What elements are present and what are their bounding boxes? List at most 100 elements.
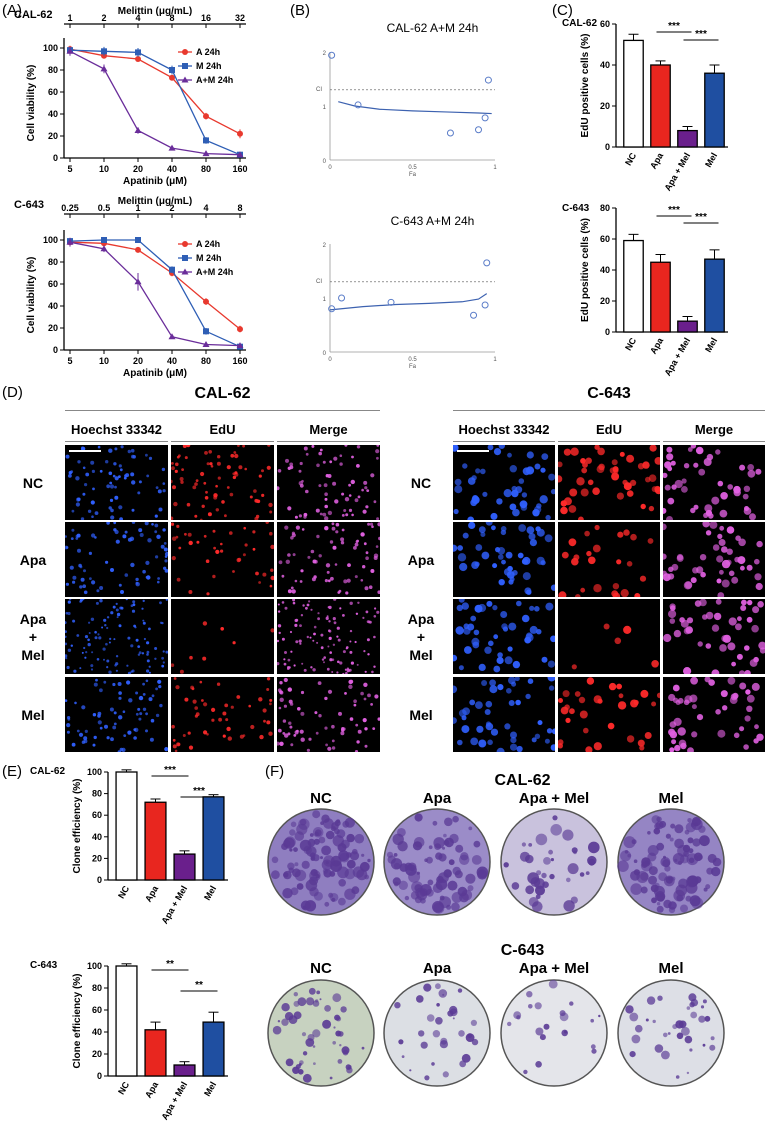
y-tick-label: 0 <box>323 351 327 357</box>
category-label: NC <box>116 884 131 901</box>
point-A+M 24h <box>134 278 142 285</box>
nuclei-pattern <box>65 522 168 595</box>
channel-header: EdU <box>596 422 622 437</box>
y-tick-label: 40 <box>92 832 102 842</box>
nuclei-pattern <box>663 522 763 597</box>
top-tick-label: 0.25 <box>61 203 79 213</box>
category-label: Apa <box>143 883 161 904</box>
nuclei-pattern <box>453 522 555 595</box>
point-A+M 24h <box>236 151 244 158</box>
y-tick-label: 60 <box>92 810 102 820</box>
treatment-row-label: NC <box>410 474 432 491</box>
category-label: Apa + Mel <box>159 1080 189 1121</box>
ci-chart-1: 0 1 2 0 0.5 1 CI Fa C-643 A+M 24h <box>316 214 497 370</box>
panel-label-e: (E) <box>2 763 22 780</box>
point-A+M 24h <box>66 238 74 245</box>
dish-label: Apa + Mel <box>518 790 590 807</box>
ci-point <box>328 51 336 59</box>
treatment-row-label: Mel <box>21 706 45 723</box>
divider <box>65 410 380 411</box>
point-A 24h <box>237 130 243 137</box>
y-tick-label: 20 <box>600 101 610 111</box>
microscopy-group-title: CAL-62 <box>194 385 251 402</box>
y-tick-label: 0 <box>53 345 58 355</box>
cell-line-label: CAL-62 <box>30 766 65 777</box>
culture-dish <box>383 979 491 1087</box>
panel-label-a: (A) <box>2 2 22 19</box>
combination-index-charts: 0 1 2 0 0.5 1 CI Fa CAL-62 A+M 24h 0 1 2 0 0.5 1 CI Fa C-… <box>316 21 497 370</box>
series-line-A 24h <box>69 241 241 330</box>
culture-dish <box>617 808 725 916</box>
colony-group-title: CAL-62 <box>494 772 551 789</box>
clone-chart-1: C-643 0 20 40 60 80 100 Clone efficiency (%) NC A… <box>30 959 228 1121</box>
legend-marker <box>182 49 188 55</box>
x-tick-label: 40 <box>167 356 177 366</box>
ci-point <box>484 76 492 84</box>
point-M 24h <box>203 137 209 144</box>
category-label: Mel <box>703 151 719 169</box>
bar-Mel <box>704 72 725 148</box>
category-label: Apa + Mel <box>159 884 189 926</box>
divider <box>558 441 660 442</box>
micrograph-tile <box>65 522 168 597</box>
nuclei-pattern <box>171 621 274 674</box>
micrograph-tile <box>558 677 660 752</box>
y-tick-label: 2 <box>323 51 327 57</box>
legend-marker <box>182 255 188 261</box>
y-tick-label: 40 <box>48 109 58 119</box>
dish-label: Mel <box>658 960 684 977</box>
y-tick-label: 40 <box>600 60 610 70</box>
series-line-A+M 24h <box>69 241 241 347</box>
point-A 24h <box>203 113 209 120</box>
micrograph-tile <box>453 599 555 674</box>
y-axis-label: EdU positive cells (%) <box>580 34 591 138</box>
x-tick-label: 80 <box>201 356 211 366</box>
x-axis-label: Apatinib (μM) <box>123 176 187 187</box>
ci-point <box>328 305 336 313</box>
divider <box>65 441 168 442</box>
y-tick-label: 40 <box>600 265 610 275</box>
nuclei-pattern <box>558 677 660 752</box>
top-tick-label: 0.5 <box>98 203 111 213</box>
edu-chart-1: C-643 0 20 40 60 80 EdU positive cells (%) NC Ap… <box>562 203 728 378</box>
point-M 24h <box>135 237 141 243</box>
nuclei-pattern <box>571 623 659 670</box>
nuclei-pattern <box>65 599 168 674</box>
ci-point <box>481 114 489 122</box>
y-tick-label: 100 <box>43 235 58 245</box>
y-tick-label: 20 <box>48 131 58 141</box>
micrograph-tile <box>171 522 274 597</box>
culture-dish <box>267 979 375 1087</box>
bar-NC <box>623 39 644 148</box>
bar-NC <box>115 771 138 881</box>
significance-label: ** <box>166 959 174 970</box>
dish-label: Mel <box>658 790 684 807</box>
y-axis-label: CI <box>316 279 322 285</box>
divider <box>453 410 765 411</box>
x-tick-label: 160 <box>232 164 247 174</box>
x-tick-label: 0.5 <box>408 357 417 363</box>
nuclei-pattern <box>171 677 273 752</box>
top-tick-label: 16 <box>201 13 211 23</box>
dish-label: Apa <box>422 790 452 807</box>
ci-point <box>446 129 454 137</box>
micrograph-tile <box>663 445 765 520</box>
category-label: Mel <box>202 884 218 902</box>
micrograph-tile <box>171 677 274 752</box>
clone-chart-0: CAL-62 0 20 40 60 80 100 Clone efficiency (%) NC… <box>30 765 228 926</box>
y-tick-label: 100 <box>87 961 102 971</box>
channel-header: Hoechst 33342 <box>70 422 163 437</box>
y-axis-label: Cell viability (%) <box>26 257 37 334</box>
channel-header: Merge <box>694 422 734 437</box>
channel-header: EdU <box>209 422 236 437</box>
culture-dish <box>267 808 375 916</box>
bar-Apa <box>650 261 671 333</box>
micrograph-tile <box>558 522 660 597</box>
point-M 24h <box>169 266 175 273</box>
bar-Apa <box>144 801 167 881</box>
x-axis-label: Fa <box>409 364 417 370</box>
y-tick-label: 20 <box>92 1049 102 1059</box>
top-tick-label: 4 <box>203 203 208 213</box>
y-tick-label: 100 <box>87 767 102 777</box>
